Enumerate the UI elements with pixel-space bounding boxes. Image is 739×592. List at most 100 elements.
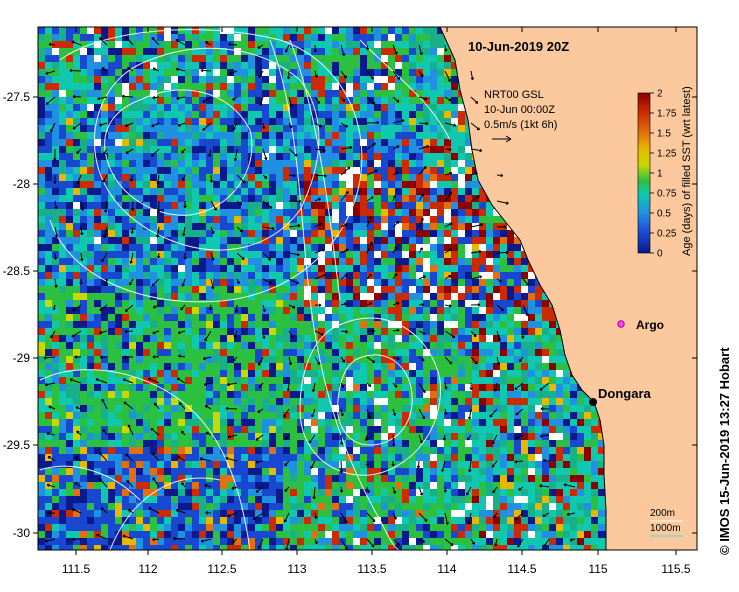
sst-cell — [465, 405, 473, 413]
sst-cell — [381, 153, 389, 161]
sst-cell — [52, 335, 60, 343]
sst-cell — [374, 167, 382, 175]
sst-cell — [402, 405, 410, 413]
sst-cell — [381, 139, 389, 147]
sst-cell — [38, 41, 46, 49]
sst-cell — [38, 181, 46, 189]
sst-cell — [304, 412, 312, 420]
sst-cell — [192, 342, 200, 350]
sst-cell — [297, 27, 305, 35]
sst-cell — [353, 377, 361, 385]
sst-cell — [178, 314, 186, 322]
sst-cell — [255, 293, 263, 301]
sst-cell — [276, 34, 284, 42]
sst-cell — [269, 111, 277, 119]
sst-cell — [416, 34, 424, 42]
sst-cell — [367, 48, 375, 56]
sst-cell — [45, 216, 53, 224]
sst-cell — [451, 300, 459, 308]
sst-cell — [360, 300, 368, 308]
sst-cell — [199, 111, 207, 119]
sst-cell — [437, 363, 445, 371]
sst-cell — [164, 356, 172, 364]
sst-cell — [318, 97, 326, 105]
sst-cell — [269, 48, 277, 56]
sst-cell — [66, 62, 74, 70]
sst-cell — [472, 370, 480, 378]
sst-cell — [185, 90, 193, 98]
sst-cell — [164, 139, 172, 147]
sst-cell — [353, 132, 361, 140]
sst-cell — [52, 69, 60, 77]
sst-cell — [136, 230, 144, 238]
sst-cell — [150, 293, 158, 301]
sst-cell — [388, 419, 396, 427]
sst-cell — [360, 286, 368, 294]
sst-cell — [381, 181, 389, 189]
sst-cell — [290, 433, 298, 441]
sst-cell — [493, 216, 501, 224]
sst-cell — [430, 447, 438, 455]
sst-cell — [213, 412, 221, 420]
sst-cell — [283, 454, 291, 462]
sst-cell — [409, 153, 417, 161]
sst-cell — [409, 83, 417, 91]
sst-cell — [262, 300, 270, 308]
sst-cell — [115, 69, 123, 77]
sst-cell — [94, 405, 102, 413]
sst-cell — [206, 384, 214, 392]
sst-cell — [66, 55, 74, 63]
sst-cell — [486, 363, 494, 371]
sst-cell — [458, 377, 466, 385]
sst-cell — [59, 377, 67, 385]
sst-cell — [346, 377, 354, 385]
sst-cell — [374, 188, 382, 196]
sst-cell — [171, 384, 179, 392]
sst-cell — [535, 328, 543, 336]
sst-cell — [437, 181, 445, 189]
sst-cell — [38, 454, 46, 462]
sst-cell — [136, 356, 144, 364]
sst-cell — [269, 104, 277, 112]
sst-cell — [458, 426, 466, 434]
sst-cell — [38, 447, 46, 455]
sst-cell — [304, 230, 312, 238]
sst-cell — [276, 398, 284, 406]
sst-cell — [150, 111, 158, 119]
sst-cell — [157, 244, 165, 252]
sst-cell — [52, 132, 60, 140]
sst-cell — [199, 384, 207, 392]
sst-cell — [542, 440, 550, 448]
sst-cell — [297, 447, 305, 455]
sst-cell — [73, 188, 81, 196]
sst-cell — [465, 342, 473, 350]
sst-cell — [360, 447, 368, 455]
sst-cell — [290, 314, 298, 322]
sst-cell — [465, 391, 473, 399]
sst-cell — [269, 279, 277, 287]
sst-cell — [52, 160, 60, 168]
sst-cell — [255, 349, 263, 357]
sst-cell — [465, 244, 473, 252]
sst-cell — [381, 111, 389, 119]
sst-cell — [87, 118, 95, 126]
sst-cell — [514, 265, 522, 273]
sst-cell — [381, 62, 389, 70]
sst-cell — [94, 125, 102, 133]
sst-cell — [332, 293, 340, 301]
sst-cell — [52, 349, 60, 357]
sst-cell — [507, 342, 515, 350]
sst-cell — [283, 384, 291, 392]
sst-cell — [164, 370, 172, 378]
sst-cell — [136, 69, 144, 77]
sst-cell — [367, 139, 375, 147]
sst-cell — [234, 27, 242, 35]
sst-cell — [227, 265, 235, 273]
sst-cell — [360, 90, 368, 98]
sst-cell — [185, 111, 193, 119]
sst-cell — [66, 83, 74, 91]
sst-cell — [66, 447, 74, 455]
sst-cell — [409, 188, 417, 196]
sst-cell — [108, 356, 116, 364]
sst-cell — [472, 356, 480, 364]
